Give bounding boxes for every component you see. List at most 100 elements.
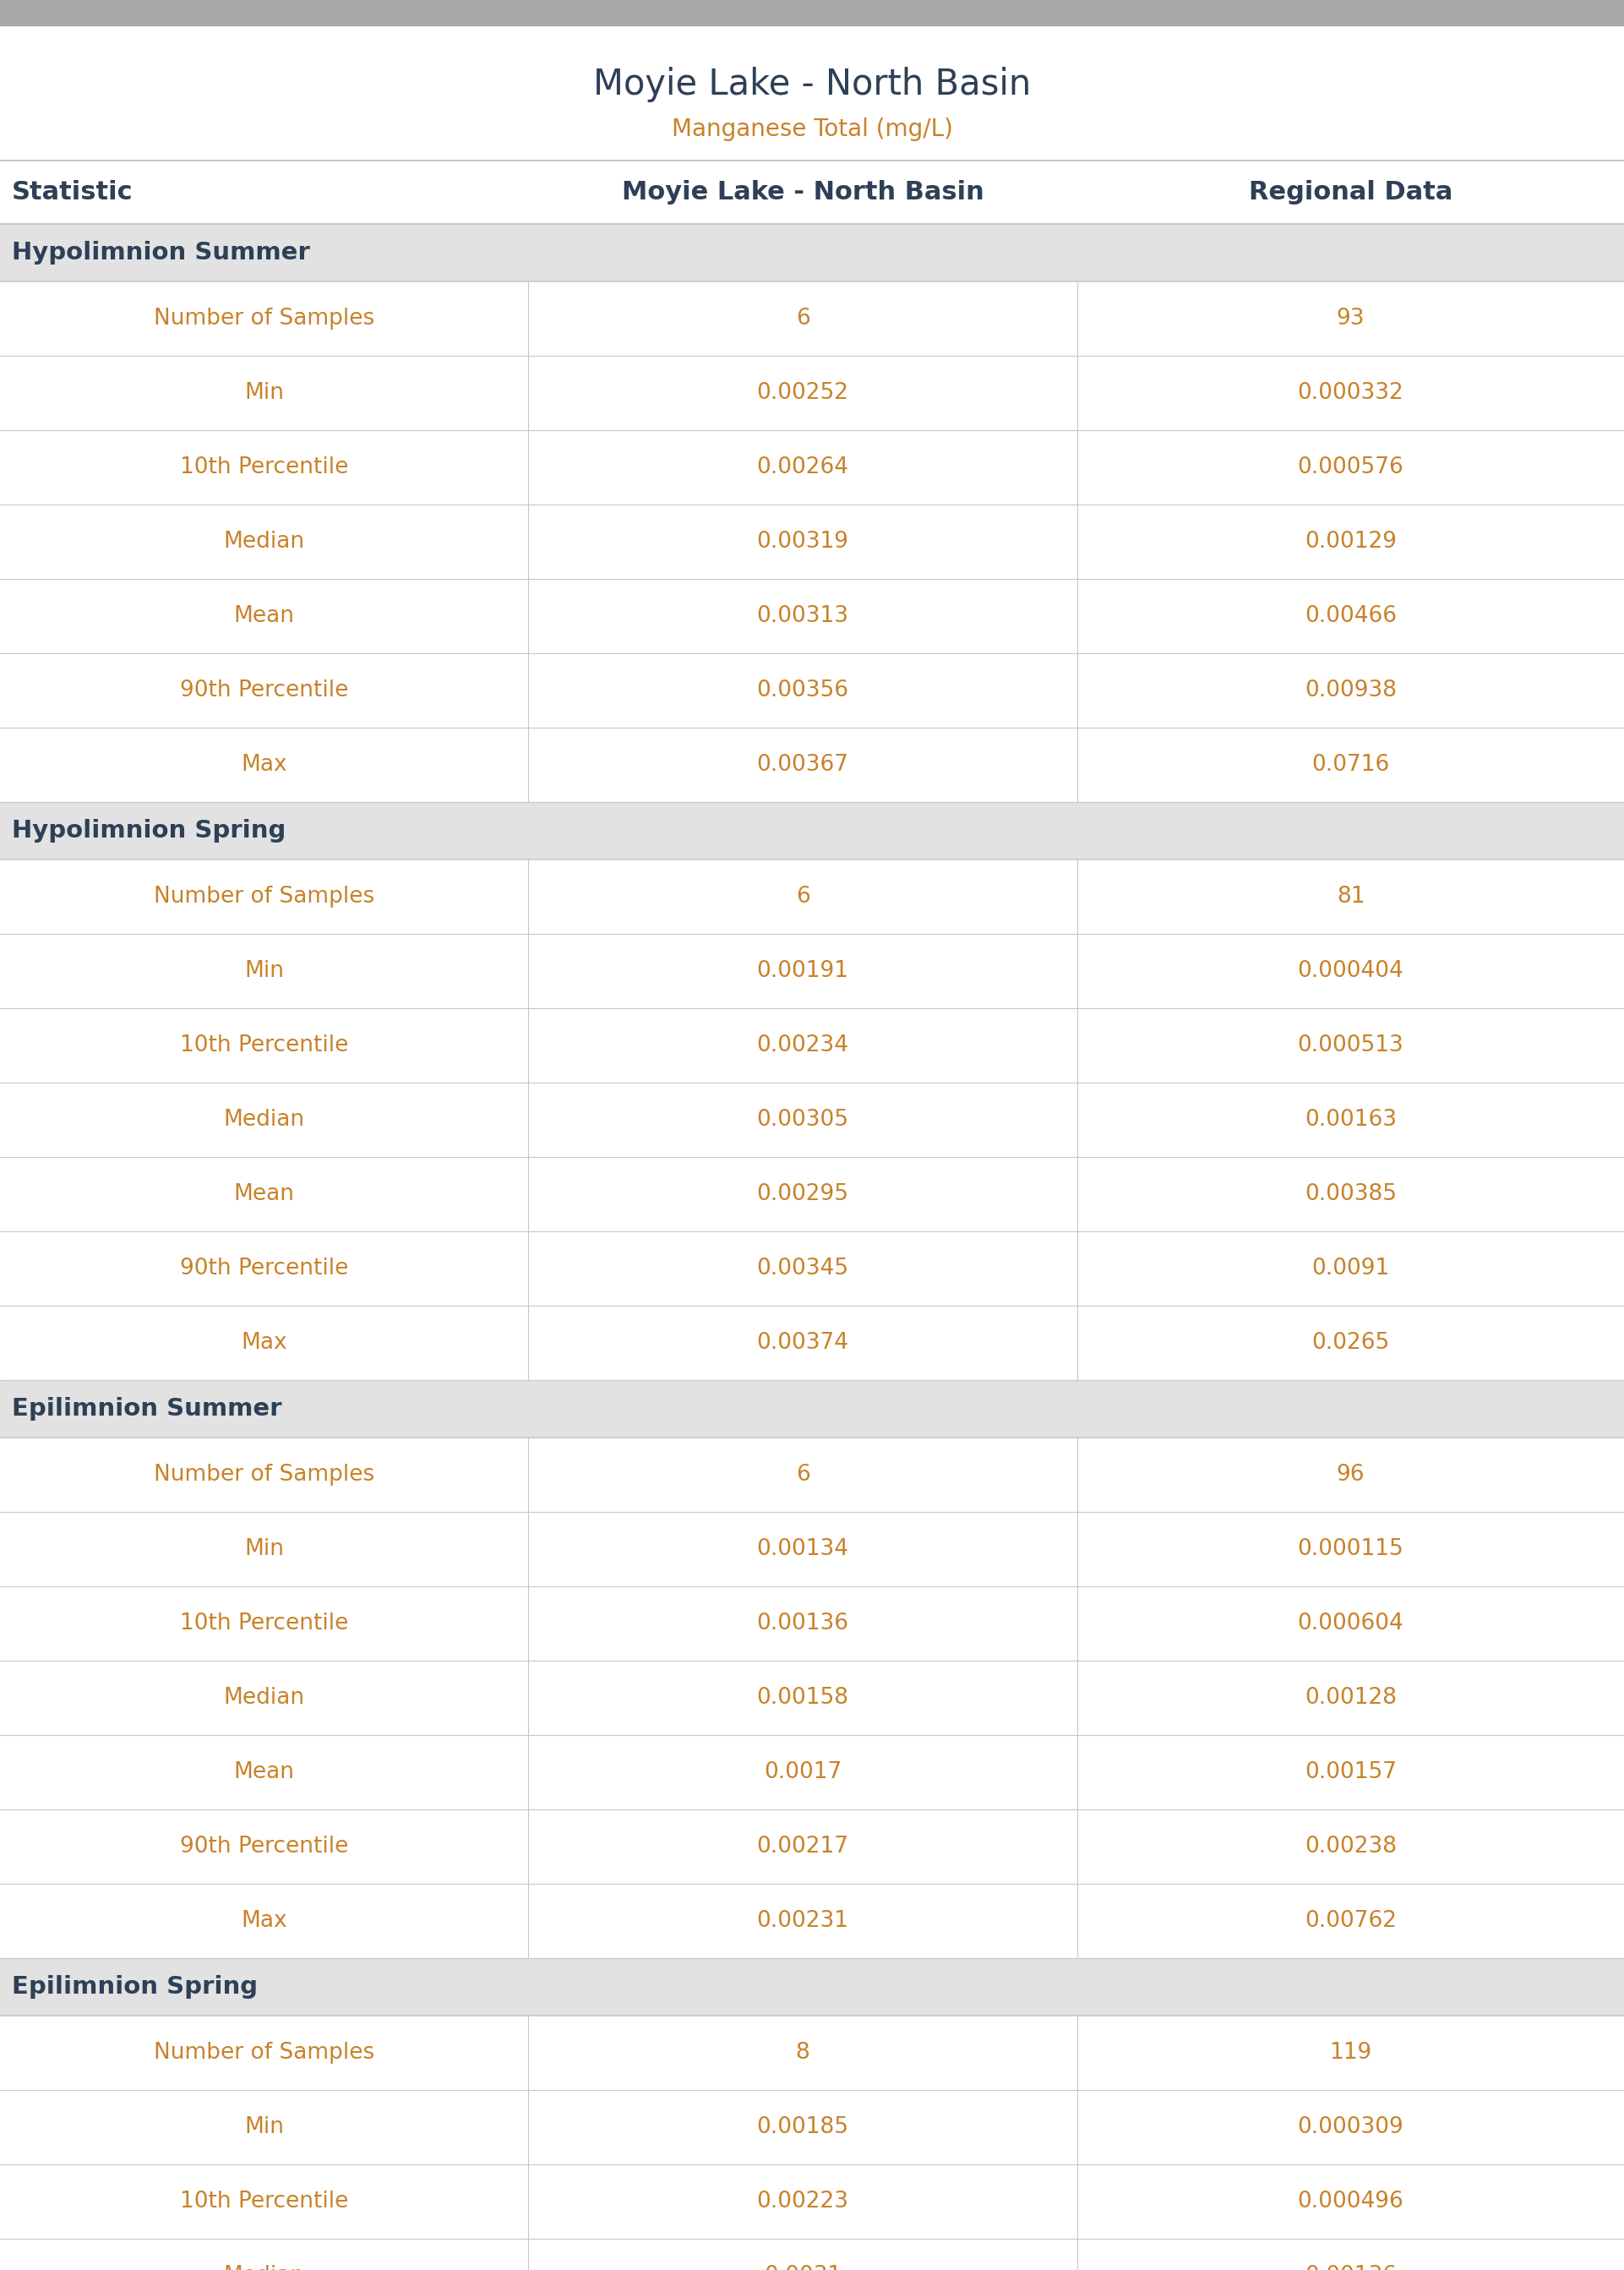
Text: Regional Data: Regional Data	[1249, 179, 1452, 204]
Bar	[0, 281, 1624, 356]
Text: 81: 81	[1337, 885, 1364, 908]
Bar	[0, 504, 1624, 579]
Text: 0.00217: 0.00217	[757, 1836, 849, 1857]
Text: Number of Samples: Number of Samples	[154, 885, 375, 908]
Text: 0.00136: 0.00136	[757, 1612, 849, 1634]
Bar	[0, 2163, 1624, 2238]
Bar	[0, 2091, 1624, 2163]
Bar	[0, 801, 1624, 860]
Text: Min: Min	[244, 2116, 284, 2138]
Bar	[0, 860, 1624, 933]
Text: 0.0716: 0.0716	[1312, 754, 1390, 776]
Bar	[0, 1230, 1624, 1305]
Bar	[0, 729, 1624, 801]
Text: 0.00319: 0.00319	[757, 531, 849, 552]
Text: Statistic: Statistic	[11, 179, 133, 204]
Text: 96: 96	[1337, 1464, 1364, 1487]
Text: 0.00305: 0.00305	[757, 1108, 849, 1130]
Text: 0.00185: 0.00185	[757, 2116, 849, 2138]
Bar	[0, 1959, 1624, 2016]
Text: 0.00385: 0.00385	[1304, 1183, 1397, 1205]
Text: 8: 8	[796, 2041, 810, 2063]
Text: 0.00367: 0.00367	[757, 754, 849, 776]
Text: 10th Percentile: 10th Percentile	[180, 456, 348, 479]
Bar	[0, 1437, 1624, 1512]
Text: 0.000604: 0.000604	[1298, 1612, 1403, 1634]
Text: Epilimnion Summer: Epilimnion Summer	[11, 1396, 283, 1421]
Text: Mean: Mean	[234, 606, 294, 627]
Text: 0.000332: 0.000332	[1298, 381, 1403, 404]
Bar	[0, 1380, 1624, 1437]
Text: 0.00466: 0.00466	[1304, 606, 1397, 627]
Text: 90th Percentile: 90th Percentile	[180, 1258, 348, 1280]
Text: Min: Min	[244, 381, 284, 404]
Bar	[0, 933, 1624, 1008]
Text: Max: Max	[240, 754, 287, 776]
Text: 90th Percentile: 90th Percentile	[180, 679, 348, 701]
Text: Max: Max	[240, 1909, 287, 1932]
Text: Epilimnion Spring: Epilimnion Spring	[11, 1975, 258, 1998]
Text: 0.00231: 0.00231	[757, 1909, 849, 1932]
Text: Number of Samples: Number of Samples	[154, 309, 375, 329]
Text: 10th Percentile: 10th Percentile	[180, 1612, 348, 1634]
Bar	[0, 1008, 1624, 1083]
Text: Median: Median	[224, 2265, 305, 2270]
Text: 0.00136: 0.00136	[1304, 2265, 1397, 2270]
Text: Mean: Mean	[234, 1183, 294, 1205]
Bar	[0, 2016, 1624, 2091]
Bar	[0, 0, 1624, 25]
Text: 0.0091: 0.0091	[1312, 1258, 1390, 1280]
Text: 6: 6	[796, 885, 810, 908]
Text: Median: Median	[224, 1687, 305, 1709]
Bar	[0, 1884, 1624, 1959]
Text: Moyie Lake - North Basin: Moyie Lake - North Basin	[622, 179, 984, 204]
Text: 0.000576: 0.000576	[1298, 456, 1403, 479]
Text: 0.00374: 0.00374	[757, 1332, 849, 1353]
Text: Mean: Mean	[234, 1762, 294, 1784]
Bar	[0, 161, 1624, 225]
Text: 0.00223: 0.00223	[757, 2191, 849, 2213]
Text: Moyie Lake - North Basin: Moyie Lake - North Basin	[593, 66, 1031, 102]
Text: Hypolimnion Summer: Hypolimnion Summer	[11, 241, 310, 266]
Text: 90th Percentile: 90th Percentile	[180, 1836, 348, 1857]
Text: Hypolimnion Spring: Hypolimnion Spring	[11, 819, 286, 842]
Bar	[0, 356, 1624, 431]
Text: 0.0265: 0.0265	[1312, 1332, 1390, 1353]
Text: Number of Samples: Number of Samples	[154, 1464, 375, 1487]
Text: 6: 6	[796, 1464, 810, 1487]
Text: 0.00129: 0.00129	[1304, 531, 1397, 552]
Text: 0.00295: 0.00295	[757, 1183, 849, 1205]
Bar	[0, 431, 1624, 504]
Text: 0.00356: 0.00356	[757, 679, 849, 701]
Bar	[0, 1083, 1624, 1158]
Text: 0.000513: 0.000513	[1298, 1035, 1403, 1056]
Text: 0.00345: 0.00345	[757, 1258, 849, 1280]
Text: 0.000496: 0.000496	[1298, 2191, 1403, 2213]
Bar	[0, 1587, 1624, 1662]
Bar	[0, 579, 1624, 654]
Bar	[0, 1809, 1624, 1884]
Text: Max: Max	[240, 1332, 287, 1353]
Text: 93: 93	[1337, 309, 1364, 329]
Bar	[0, 1734, 1624, 1809]
Text: 0.000115: 0.000115	[1298, 1539, 1403, 1559]
Text: Median: Median	[224, 531, 305, 552]
Text: 0.0017: 0.0017	[763, 1762, 841, 1784]
Bar	[0, 225, 1624, 281]
Text: 0.00234: 0.00234	[757, 1035, 849, 1056]
Text: 0.0031: 0.0031	[763, 2265, 841, 2270]
Text: 0.00938: 0.00938	[1304, 679, 1397, 701]
Text: 119: 119	[1330, 2041, 1372, 2063]
Bar	[0, 1662, 1624, 1734]
Text: 0.00238: 0.00238	[1304, 1836, 1397, 1857]
Text: 0.00252: 0.00252	[757, 381, 849, 404]
Text: Min: Min	[244, 1539, 284, 1559]
Text: 0.00134: 0.00134	[757, 1539, 849, 1559]
Text: 0.00128: 0.00128	[1304, 1687, 1397, 1709]
Text: 0.00163: 0.00163	[1304, 1108, 1397, 1130]
Text: 10th Percentile: 10th Percentile	[180, 2191, 348, 2213]
Text: 6: 6	[796, 309, 810, 329]
Text: Number of Samples: Number of Samples	[154, 2041, 375, 2063]
Text: 0.00313: 0.00313	[757, 606, 849, 627]
Bar	[0, 1158, 1624, 1230]
